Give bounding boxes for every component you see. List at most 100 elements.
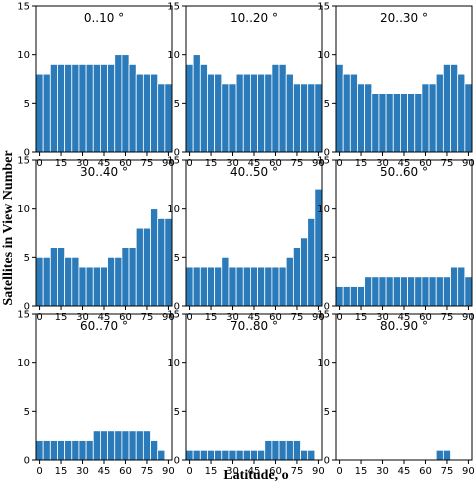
bar <box>71 64 80 153</box>
bar <box>114 256 123 307</box>
x-tick-label: 90 <box>462 312 474 323</box>
bar <box>142 227 151 307</box>
bar <box>292 440 301 461</box>
bar <box>85 266 94 307</box>
bar <box>307 83 316 153</box>
x-tick-label: 60 <box>269 312 282 323</box>
bar <box>278 440 287 461</box>
x-tick-label: 45 <box>248 158 261 169</box>
x-tick-label: 30 <box>376 312 389 323</box>
bar <box>135 73 144 153</box>
x-tick-label: 45 <box>248 466 261 477</box>
y-tick-label: 10 <box>17 358 30 369</box>
y-tick-label: 5 <box>24 407 30 418</box>
bar <box>64 64 73 153</box>
y-tick-label: 15 <box>317 310 330 321</box>
y-tick-label: 15 <box>167 156 180 167</box>
bar <box>450 64 459 153</box>
bar <box>185 266 194 307</box>
x-tick-label: 90 <box>462 158 474 169</box>
x-tick-label: 75 <box>141 158 154 169</box>
x-tick-label: 30 <box>226 158 239 169</box>
bar <box>185 64 194 153</box>
bar <box>92 266 101 307</box>
bar <box>292 83 301 153</box>
y-tick-label: 5 <box>324 407 330 418</box>
x-tick-label: 75 <box>441 466 454 477</box>
y-tick-label: 5 <box>24 99 30 110</box>
x-tick-label: 90 <box>162 466 175 477</box>
bar <box>421 83 430 153</box>
bar <box>164 83 173 153</box>
y-tick-label: 0 <box>324 302 330 313</box>
bar <box>264 73 273 153</box>
bar <box>300 449 309 461</box>
bar <box>85 440 94 461</box>
bar <box>278 266 287 307</box>
bar <box>435 73 444 153</box>
panel-title: 60..70 ° <box>80 319 128 333</box>
y-tick-label: 15 <box>317 2 330 13</box>
panel-title: 20..30 ° <box>380 11 428 25</box>
panel-title: 50..60 ° <box>380 165 428 179</box>
bar <box>107 64 116 153</box>
x-tick-label: 30 <box>376 466 389 477</box>
bar <box>35 440 44 461</box>
x-tick-label: 75 <box>291 312 304 323</box>
bar <box>335 286 344 307</box>
y-tick-label: 5 <box>24 253 30 264</box>
bar <box>235 266 244 307</box>
y-tick-label: 0 <box>324 148 330 159</box>
x-tick-label: 0 <box>36 466 42 477</box>
x-tick-label: 90 <box>162 158 175 169</box>
bar <box>278 64 287 153</box>
bar <box>400 276 408 307</box>
x-tick-label: 15 <box>355 158 368 169</box>
bar <box>214 449 223 461</box>
panel-8: 70..80 ° 0 5 10 15 0 15 30 45 60 75 90 <box>167 310 325 478</box>
bar <box>435 276 444 307</box>
bar <box>207 266 216 307</box>
bar <box>214 266 223 307</box>
bar <box>250 449 258 461</box>
bar <box>92 64 101 153</box>
bar <box>121 54 130 153</box>
panel-title: 80..90 ° <box>380 319 428 333</box>
x-tick-label: 0 <box>186 312 192 323</box>
bar <box>371 93 380 153</box>
bar <box>42 73 51 153</box>
bar <box>114 430 123 461</box>
bar <box>207 449 216 461</box>
bar <box>264 266 273 307</box>
y-tick-label: 5 <box>324 253 330 264</box>
panel-title: 40..50 ° <box>230 165 278 179</box>
bar <box>199 64 208 153</box>
x-tick-label: 45 <box>98 158 111 169</box>
bar <box>157 217 166 307</box>
bar <box>242 266 251 307</box>
x-tick-label: 75 <box>141 312 154 323</box>
bar <box>242 449 251 461</box>
bar <box>150 73 159 153</box>
bar <box>414 276 423 307</box>
bar <box>49 440 58 461</box>
bar <box>42 256 51 307</box>
bar <box>228 449 237 461</box>
bar <box>221 83 230 153</box>
bar <box>300 237 309 307</box>
x-tick-label: 90 <box>312 466 325 477</box>
y-tick-label: 10 <box>17 204 30 215</box>
x-tick-label: 45 <box>398 158 411 169</box>
bar <box>71 440 80 461</box>
bar <box>442 276 451 307</box>
bar <box>164 217 173 307</box>
y-tick-label: 5 <box>174 407 180 418</box>
x-tick-label: 75 <box>291 158 304 169</box>
x-tick-label: 0 <box>336 312 342 323</box>
bar <box>349 73 358 153</box>
